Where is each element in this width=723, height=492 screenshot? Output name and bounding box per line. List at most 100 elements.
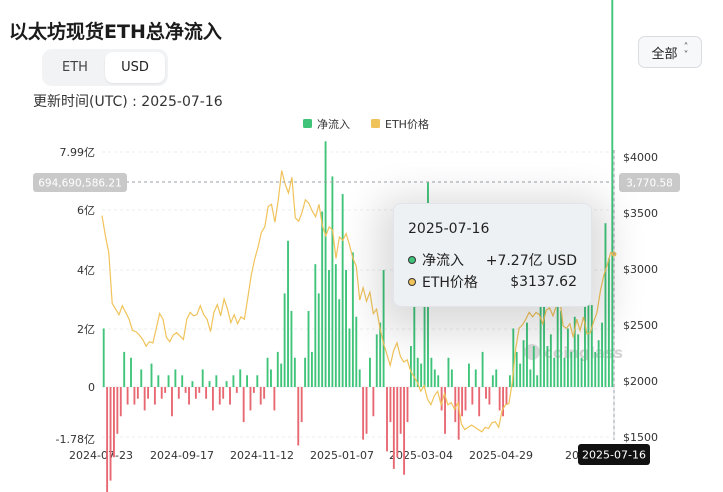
inflow-bar (239, 369, 242, 387)
x-tick-label: 2024-11-12 (230, 449, 294, 462)
y-right-tick-label: $1500 (623, 431, 658, 444)
watermark: coinglass (544, 344, 623, 362)
inflow-bar (556, 281, 559, 387)
crosshair-date-label: 2025-07-16 (582, 449, 646, 462)
inflow-bar (331, 176, 334, 387)
y-right-tick-label: $2500 (623, 319, 658, 332)
inflow-bar (123, 351, 126, 387)
inflow-bar (406, 387, 409, 423)
inflow-bar (464, 387, 467, 411)
inflow-bar (310, 351, 313, 387)
inflow-bar (584, 305, 586, 387)
y-right-tick-label: $3000 (623, 263, 658, 276)
inflow-bar (526, 322, 528, 387)
inflow-bar (215, 375, 218, 387)
inflow-bar (218, 387, 221, 405)
updated-time: 更新时间(UTC) : 2025-07-16 (33, 94, 223, 110)
inflow-bar (546, 346, 549, 387)
inflow-bar (604, 223, 607, 387)
inflow-bar (191, 381, 194, 387)
crosshair-right-badge (619, 173, 680, 192)
range-select[interactable]: 全部 ˄ ˅ (638, 36, 702, 68)
y-left-tick-label: 2亿 (77, 323, 95, 336)
inflow-bar (157, 375, 160, 387)
inflow-bar (467, 363, 470, 387)
inflow-bar (519, 363, 522, 387)
inflow-bar (382, 270, 385, 387)
y-left-tick-label: 6亿 (77, 204, 95, 217)
inflow-bar (256, 375, 259, 387)
inflow-bar (102, 328, 105, 387)
watermark-logo-icon (524, 344, 540, 360)
inflow-bar (474, 369, 477, 387)
tooltip-inflow-value: +7.27亿 USD (485, 253, 577, 269)
inflow-bar (498, 387, 501, 411)
inflow-bar (566, 328, 569, 387)
toggle-usd-button[interactable]: USD (105, 52, 165, 83)
inflow-bar (450, 369, 453, 387)
inflow-bar (488, 387, 491, 405)
inflow-bar (307, 310, 310, 387)
inflow-bar (235, 387, 238, 393)
inflow-bar (273, 387, 276, 411)
inflow-bar (355, 316, 358, 387)
inflow-bar (607, 258, 610, 387)
inflow-bar (150, 363, 153, 387)
chevron-updown-icon: ˄ ˅ (683, 42, 689, 61)
inflow-bar (570, 351, 573, 387)
tooltip-price-label: ETH价格 (422, 275, 478, 291)
inflow-bar (471, 387, 474, 405)
inflow-bar (293, 357, 296, 387)
inflow-bar (287, 240, 289, 387)
inflow-bar (362, 387, 365, 440)
inflow-bar (304, 357, 307, 387)
inflow-bar (351, 252, 354, 387)
inflow-bar (505, 387, 508, 405)
inflow-bar (457, 387, 460, 440)
price-line (101, 170, 615, 433)
inflow-bar (399, 387, 402, 434)
tooltip-inflow-label: 净流入 (422, 253, 464, 269)
inflow-bar (270, 369, 272, 387)
inflow-bar (133, 387, 136, 405)
inflow-bar (375, 334, 378, 387)
inflow-bar (164, 387, 167, 393)
inflow-bar (345, 270, 347, 387)
inflow-bar (389, 387, 392, 423)
inflow-bar (508, 375, 511, 387)
tooltip-row-price: ETH价格 $3137.62 (408, 271, 577, 293)
inflow-bar (171, 387, 173, 417)
inflow-bar (563, 357, 566, 387)
inflow-bar (539, 293, 542, 387)
inflow-bar (136, 387, 139, 399)
inflow-bar (174, 369, 177, 387)
legend-inflow-swatch (303, 119, 312, 128)
inflow-bar (153, 387, 156, 405)
inflow-bar (430, 357, 433, 387)
inflow-bar (130, 357, 132, 387)
inflow-bar (324, 141, 327, 387)
inflow-bar (263, 387, 266, 399)
toggle-eth-button[interactable]: ETH (62, 60, 88, 75)
crosshair-left-badge (33, 173, 127, 192)
inflow-bar (532, 346, 535, 387)
inflow-bar (416, 357, 419, 387)
inflow-bar (594, 351, 597, 387)
inflow-bar (461, 387, 464, 417)
crosshair-left-label: 694,690,586.21 (38, 178, 122, 190)
inflow-bar (444, 387, 446, 434)
inflow-bar (529, 369, 532, 387)
inflow-bar (549, 334, 552, 387)
inflow-bar (249, 387, 252, 411)
inflow-bar (440, 387, 443, 411)
inflow-bar (242, 387, 245, 423)
inflow-bar (140, 369, 143, 387)
price-dot-icon (408, 278, 416, 286)
inflow-bar (515, 351, 518, 387)
inflow-bar (536, 375, 539, 387)
y-right-tick-label: $4000 (623, 151, 658, 164)
y-left-tick-label: 0 (88, 381, 95, 394)
inflow-bar (454, 387, 457, 423)
inflow-bar (512, 328, 515, 387)
